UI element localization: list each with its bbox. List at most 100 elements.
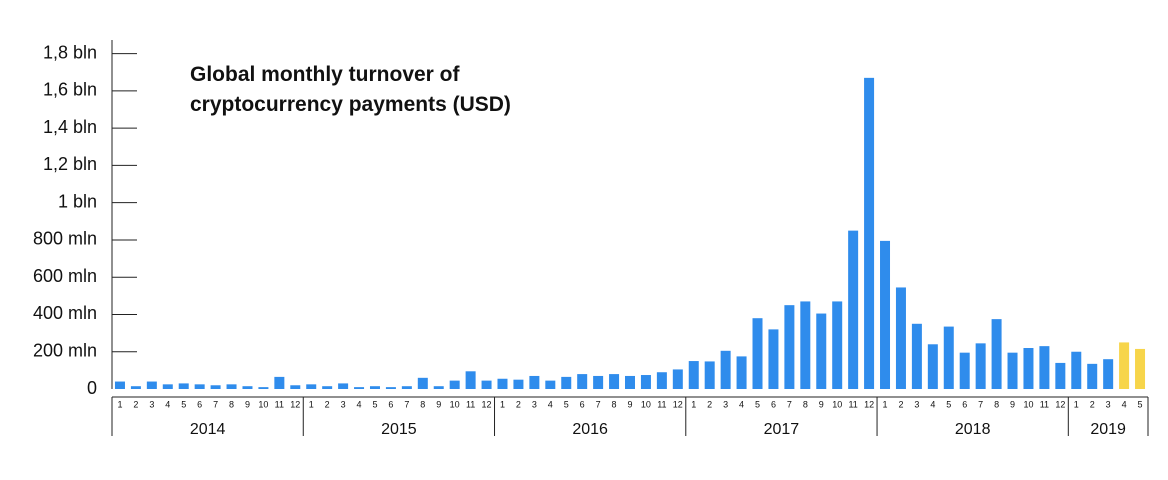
x-tick-label: 11 bbox=[275, 399, 284, 409]
x-tick-label: 1 bbox=[309, 399, 314, 409]
bar bbox=[975, 343, 986, 389]
x-tick-label: 3 bbox=[532, 399, 537, 409]
bar bbox=[1135, 348, 1146, 389]
bar bbox=[369, 386, 380, 389]
bar bbox=[242, 386, 253, 389]
bar bbox=[194, 384, 205, 389]
x-tick-label: 7 bbox=[978, 399, 983, 409]
x-tick-label: 9 bbox=[1010, 399, 1015, 409]
x-tick-label: 10 bbox=[258, 399, 268, 409]
x-tick-label: 3 bbox=[149, 399, 154, 409]
x-tick-label: 4 bbox=[739, 399, 744, 409]
bar bbox=[609, 374, 620, 389]
bar bbox=[800, 301, 811, 389]
y-tick-label: 1,2 bln bbox=[43, 154, 97, 174]
x-tick-label: 4 bbox=[1122, 399, 1127, 409]
bar bbox=[593, 375, 604, 389]
x-tick-label: 2 bbox=[707, 399, 712, 409]
bar bbox=[768, 329, 779, 389]
x-tick-label: 1 bbox=[500, 399, 505, 409]
bar bbox=[704, 361, 715, 389]
x-tick-label: 8 bbox=[612, 399, 617, 409]
x-tick-label: 3 bbox=[1106, 399, 1111, 409]
x-tick-label: 1 bbox=[1074, 399, 1079, 409]
bar bbox=[338, 383, 349, 389]
x-tick-label: 6 bbox=[197, 399, 202, 409]
bar bbox=[720, 350, 731, 389]
x-tick-label: 4 bbox=[165, 399, 170, 409]
bar bbox=[545, 380, 556, 389]
x-tick-label: 4 bbox=[357, 399, 362, 409]
y-tick-label: 0 bbox=[87, 378, 97, 398]
x-tick-label: 9 bbox=[245, 399, 250, 409]
bar bbox=[848, 230, 859, 389]
y-tick-label: 1,4 bln bbox=[43, 117, 97, 137]
group-label: 2016 bbox=[572, 421, 608, 438]
x-tick-label: 4 bbox=[930, 399, 935, 409]
bar bbox=[1007, 352, 1018, 389]
x-tick-label: 5 bbox=[372, 399, 377, 409]
bar bbox=[497, 378, 508, 389]
group-label: 2018 bbox=[955, 421, 991, 438]
x-tick-label: 12 bbox=[482, 399, 492, 409]
y-tick-label: 1,6 bln bbox=[43, 80, 97, 100]
bar bbox=[210, 385, 221, 389]
bar bbox=[322, 386, 333, 389]
x-tick-label: 7 bbox=[787, 399, 792, 409]
x-tick-label: 6 bbox=[771, 399, 776, 409]
bar bbox=[465, 371, 476, 389]
bar bbox=[561, 376, 572, 389]
bar bbox=[688, 361, 699, 389]
bar bbox=[162, 384, 173, 389]
x-tick-label: 9 bbox=[627, 399, 632, 409]
bar bbox=[417, 377, 428, 389]
bar bbox=[481, 380, 492, 389]
x-tick-label: 5 bbox=[946, 399, 951, 409]
x-tick-label: 8 bbox=[420, 399, 425, 409]
x-tick-label: 1 bbox=[883, 399, 888, 409]
x-tick-label: 8 bbox=[994, 399, 999, 409]
bar bbox=[625, 375, 635, 389]
bar bbox=[130, 386, 141, 389]
x-tick-label: 4 bbox=[548, 399, 553, 409]
x-tick-label: 9 bbox=[819, 399, 824, 409]
bar bbox=[991, 319, 1002, 389]
x-tick-label: 3 bbox=[914, 399, 919, 409]
x-tick-label: 12 bbox=[864, 399, 874, 409]
bar bbox=[1119, 342, 1130, 389]
x-tick-label: 2 bbox=[325, 399, 330, 409]
x-tick-label: 2 bbox=[898, 399, 903, 409]
bar bbox=[577, 374, 588, 389]
x-tick-label: 9 bbox=[436, 399, 441, 409]
x-tick-label: 5 bbox=[755, 399, 760, 409]
x-tick-label: 1 bbox=[691, 399, 696, 409]
bar bbox=[290, 385, 301, 389]
x-tick-label: 12 bbox=[290, 399, 300, 409]
bar bbox=[816, 313, 827, 389]
x-tick-label: 5 bbox=[1138, 399, 1143, 409]
y-tick-label: 800 mln bbox=[33, 229, 97, 249]
x-tick-label: 11 bbox=[466, 399, 475, 409]
group-label: 2014 bbox=[190, 421, 226, 438]
bar bbox=[927, 344, 938, 389]
x-tick-label: 12 bbox=[1055, 399, 1065, 409]
bar bbox=[354, 387, 365, 389]
x-tick-label: 10 bbox=[832, 399, 842, 409]
y-tick-label: 1,8 bln bbox=[43, 42, 97, 62]
x-tick-label: 10 bbox=[1023, 399, 1033, 409]
bar bbox=[226, 384, 237, 389]
bar bbox=[1087, 363, 1098, 389]
x-tick-label: 1 bbox=[117, 399, 122, 409]
bar bbox=[1103, 359, 1114, 389]
bar bbox=[640, 375, 651, 389]
bar bbox=[911, 323, 922, 389]
bar bbox=[672, 369, 683, 389]
bar bbox=[959, 352, 970, 389]
x-tick-label: 6 bbox=[388, 399, 393, 409]
x-tick-label: 8 bbox=[229, 399, 234, 409]
x-tick-label: 10 bbox=[641, 399, 651, 409]
x-tick-label: 8 bbox=[803, 399, 808, 409]
bar bbox=[752, 318, 763, 389]
x-tick-label: 12 bbox=[673, 399, 683, 409]
